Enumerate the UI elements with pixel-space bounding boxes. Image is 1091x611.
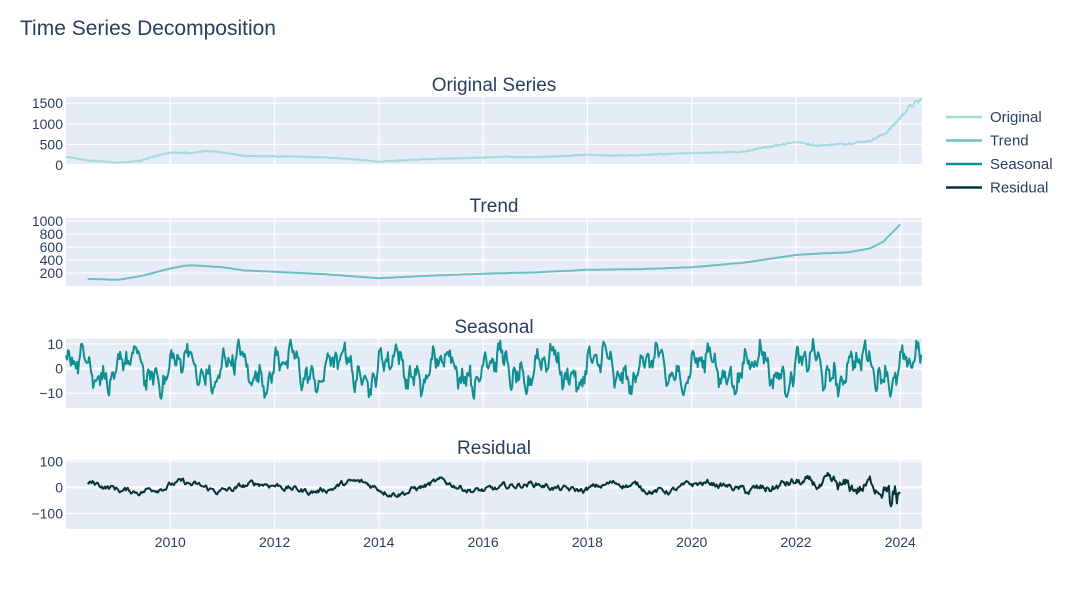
- x-tick-label: 2018: [572, 534, 603, 550]
- y-tick-label: 600: [40, 239, 64, 255]
- x-tick-label: 2020: [676, 534, 707, 550]
- y-tick-label: 800: [40, 226, 64, 242]
- legend-item-original[interactable]: Original: [946, 109, 1042, 126]
- y-tick-label: 0: [55, 157, 63, 173]
- y-tick-label: 10: [47, 336, 63, 352]
- x-axis: 2010 2012 2014 2016 2018 2020 2022 2024: [155, 534, 916, 550]
- legend-label: Seasonal: [990, 156, 1053, 173]
- panel-title: Original Series: [432, 75, 557, 96]
- y-tick-label: 1000: [32, 213, 63, 229]
- panel-original: 0 500 1000 1500 Original Series: [32, 75, 923, 173]
- chart-legend: Original Trend Seasonal Residual: [946, 109, 1053, 197]
- panel-title: Trend: [470, 196, 519, 217]
- series-line-seasonal: [65, 338, 923, 400]
- legend-label: Residual: [990, 180, 1048, 197]
- x-tick-label: 2010: [155, 534, 186, 550]
- x-tick-label: 2014: [363, 534, 394, 550]
- y-tick-label: 200: [40, 265, 64, 281]
- x-tick-label: 2024: [885, 534, 916, 550]
- panel-title: Seasonal: [454, 317, 533, 338]
- series-line-original: [65, 97, 923, 164]
- series-line-trend: [87, 223, 901, 281]
- legend-item-seasonal[interactable]: Seasonal: [946, 156, 1053, 173]
- plot-area: [66, 218, 922, 286]
- x-tick-label: 2016: [468, 534, 499, 550]
- plot-area: [66, 460, 922, 529]
- panel-residual: −100 0 100 Residual: [31, 438, 922, 529]
- chart-title: Time Series Decomposition: [20, 17, 276, 40]
- legend-item-residual[interactable]: Residual: [946, 180, 1048, 197]
- y-tick-label: −100: [31, 505, 63, 521]
- legend-item-trend[interactable]: Trend: [946, 133, 1029, 150]
- x-tick-label: 2022: [780, 534, 811, 550]
- plot-area: [66, 97, 922, 165]
- y-tick-label: 0: [55, 361, 63, 377]
- panel-title: Residual: [457, 438, 531, 459]
- y-tick-label: 1000: [32, 116, 63, 132]
- legend-label: Original: [990, 109, 1042, 126]
- y-tick-label: 100: [40, 453, 64, 469]
- y-tick-label: 500: [40, 136, 64, 152]
- y-tick-label: −10: [39, 385, 63, 401]
- y-tick-label: 1500: [32, 95, 63, 111]
- y-tick-label: 400: [40, 252, 64, 268]
- y-tick-label: 0: [55, 479, 63, 495]
- x-tick-label: 2012: [259, 534, 290, 550]
- panel-seasonal: −10 0 10 Seasonal: [39, 317, 923, 408]
- series-line-residual: [86, 471, 901, 508]
- legend-label: Trend: [990, 133, 1029, 150]
